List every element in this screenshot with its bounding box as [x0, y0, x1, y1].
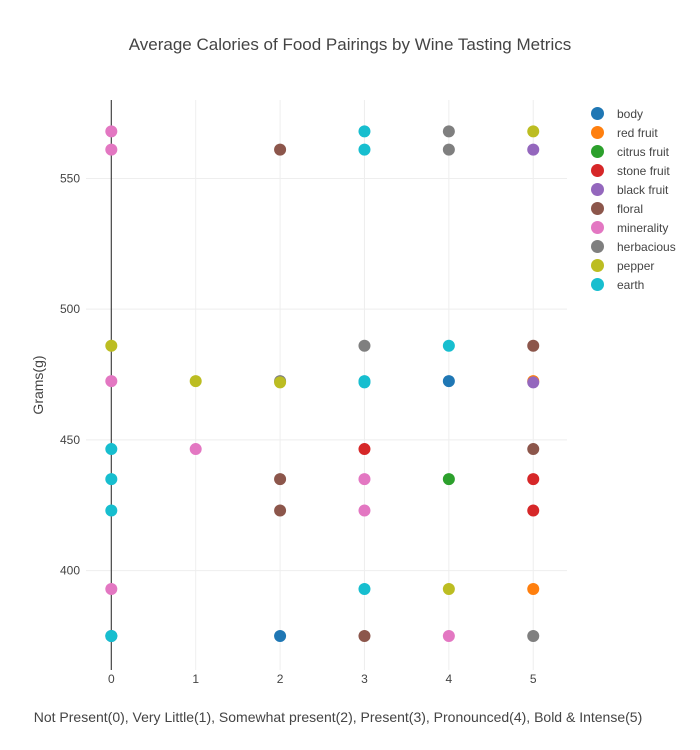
- data-point-floral[interactable]: [274, 143, 287, 156]
- legend-item[interactable]: minerality: [585, 218, 695, 237]
- data-point-earth[interactable]: [358, 582, 371, 595]
- data-points[interactable]: [105, 125, 540, 643]
- data-point-pepper[interactable]: [274, 376, 287, 389]
- data-point-minerality[interactable]: [105, 125, 118, 138]
- data-point-stone-fruit[interactable]: [527, 504, 540, 517]
- data-point-pepper[interactable]: [527, 125, 540, 138]
- x-tick-label: 1: [192, 672, 199, 686]
- legend-swatch: [591, 164, 604, 177]
- data-point-earth[interactable]: [358, 376, 371, 389]
- legend-swatch: [591, 126, 604, 139]
- data-point-earth[interactable]: [442, 339, 455, 352]
- data-point-body[interactable]: [442, 375, 455, 388]
- data-point-floral[interactable]: [274, 473, 287, 486]
- legend-label: black fruit: [617, 182, 669, 197]
- legend-label: floral: [617, 201, 644, 216]
- data-point-floral[interactable]: [527, 443, 540, 456]
- axes: 400 450 500 550 0 1 2 3 4 5: [60, 100, 537, 686]
- legend-label: red fruit: [617, 125, 658, 140]
- legend-swatch: [591, 145, 604, 158]
- legend-item[interactable]: herbacious: [585, 237, 695, 256]
- legend-item[interactable]: black fruit: [585, 180, 695, 199]
- legend-swatch: [591, 240, 604, 253]
- data-point-earth[interactable]: [358, 143, 371, 156]
- legend-label: earth: [617, 277, 645, 292]
- data-point-floral[interactable]: [274, 504, 287, 517]
- legend-swatch: [591, 259, 604, 272]
- legend-item[interactable]: red fruit: [585, 123, 695, 142]
- x-tick-label: 0: [108, 672, 115, 686]
- y-tick-label: 500: [60, 302, 80, 316]
- y-tick-label: 400: [60, 564, 80, 578]
- data-point-stone-fruit[interactable]: [527, 473, 540, 486]
- data-point-pepper[interactable]: [442, 582, 455, 595]
- data-point-earth[interactable]: [105, 443, 118, 456]
- y-tick-label: 450: [60, 433, 80, 447]
- data-point-stone-fruit[interactable]: [358, 443, 371, 456]
- data-point-floral[interactable]: [358, 630, 371, 643]
- legend-swatch: [591, 183, 604, 196]
- legend-item[interactable]: pepper: [585, 256, 695, 275]
- x-tick-label: 2: [277, 672, 284, 686]
- data-point-citrus-fruit[interactable]: [442, 473, 455, 486]
- x-axis-label: Not Present(0), Very Little(1), Somewhat…: [34, 709, 643, 725]
- data-point-minerality[interactable]: [442, 630, 455, 643]
- legend-label: minerality: [617, 220, 669, 235]
- legend-item[interactable]: stone fruit: [585, 161, 695, 180]
- data-point-red-fruit[interactable]: [527, 582, 540, 595]
- grid: [86, 100, 567, 670]
- data-point-pepper[interactable]: [105, 339, 118, 352]
- data-point-earth[interactable]: [105, 473, 118, 486]
- legend-item[interactable]: body: [585, 104, 695, 123]
- data-point-minerality[interactable]: [105, 582, 118, 595]
- x-tick-label: 5: [530, 672, 537, 686]
- legend-item[interactable]: earth: [585, 275, 695, 294]
- data-point-floral[interactable]: [527, 339, 540, 352]
- data-point-earth[interactable]: [105, 504, 118, 517]
- data-point-minerality[interactable]: [105, 143, 118, 156]
- legend-swatch: [591, 107, 604, 120]
- legend-swatch: [591, 278, 604, 291]
- chart-title: Average Calories of Food Pairings by Win…: [129, 35, 572, 54]
- y-axis-label: Grams(g): [30, 355, 46, 414]
- legend: body red fruit citrus fruit stone fruit blac…: [585, 104, 695, 294]
- data-point-black-fruit[interactable]: [527, 376, 540, 389]
- legend-item[interactable]: floral: [585, 199, 695, 218]
- data-point-body[interactable]: [274, 630, 287, 643]
- legend-label: herbacious: [617, 239, 676, 254]
- legend-label: citrus fruit: [617, 144, 670, 159]
- data-point-herbacious[interactable]: [442, 143, 455, 156]
- legend-label: body: [617, 106, 644, 121]
- data-point-minerality[interactable]: [358, 504, 371, 517]
- legend-swatch: [591, 202, 604, 215]
- data-point-minerality[interactable]: [189, 443, 202, 456]
- data-point-black-fruit[interactable]: [527, 143, 540, 156]
- y-tick-label: 550: [60, 171, 80, 185]
- data-point-minerality[interactable]: [105, 375, 118, 388]
- legend-label: stone fruit: [617, 163, 670, 178]
- data-point-herbacious[interactable]: [527, 630, 540, 643]
- data-point-pepper[interactable]: [189, 375, 202, 388]
- data-point-earth[interactable]: [358, 125, 371, 138]
- data-point-earth[interactable]: [105, 630, 118, 643]
- legend-label: pepper: [617, 258, 655, 273]
- x-tick-label: 4: [446, 672, 453, 686]
- data-point-minerality[interactable]: [358, 473, 371, 486]
- x-tick-label: 3: [361, 672, 368, 686]
- data-point-herbacious[interactable]: [358, 339, 371, 352]
- legend-item[interactable]: citrus fruit: [585, 142, 695, 161]
- legend-swatch: [591, 221, 604, 234]
- data-point-herbacious[interactable]: [442, 125, 455, 138]
